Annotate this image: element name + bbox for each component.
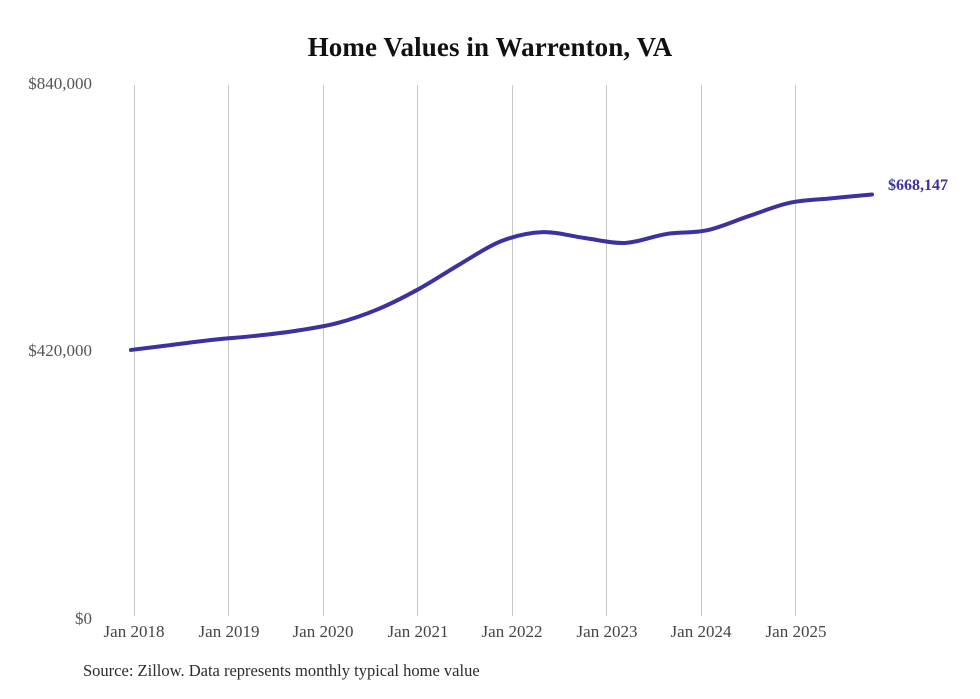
y-axis-tick-top: $840,000 [28,74,92,93]
x-axis-tick-4: Jan 2022 [481,622,543,641]
x-axis-tick-6: Jan 2024 [670,622,732,641]
y-axis-tick-bottom: $0 [75,609,92,628]
data-line-typical-home-value [129,192,874,352]
y-axis-tick-mid: $420,000 [28,341,92,360]
chart-title: Home Values in Warrenton, VA [307,32,673,62]
x-axis-tick-0: Jan 2018 [103,622,165,641]
x-axis-tick-2: Jan 2020 [292,622,354,641]
gridlines-vertical [134,85,796,616]
end-point-value-label: $668,147 [888,177,948,194]
x-axis-tick-7: Jan 2025 [765,622,827,641]
x-axis-tick-3: Jan 2021 [387,622,449,641]
x-axis-tick-1: Jan 2019 [198,622,260,641]
x-axis-tick-5: Jan 2023 [576,622,638,641]
source-note: Source: Zillow. Data represents monthly … [83,661,480,680]
